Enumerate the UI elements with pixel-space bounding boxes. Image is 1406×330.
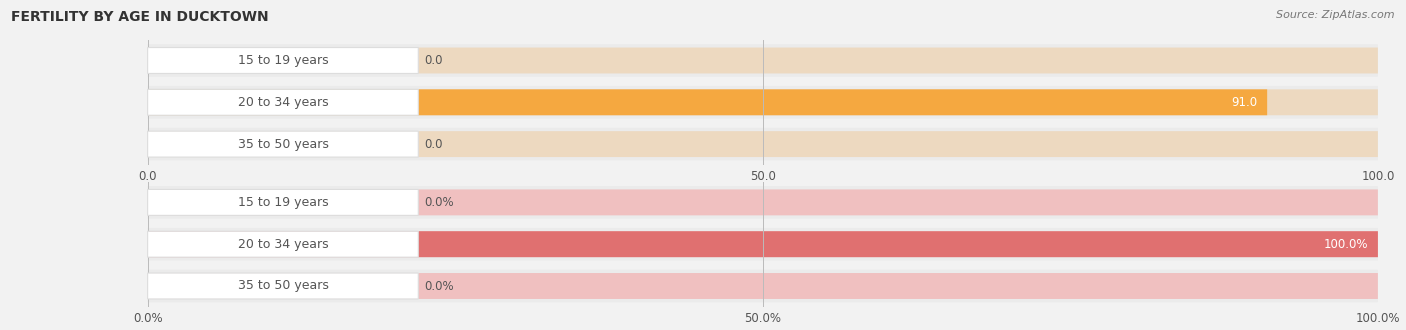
Text: 20 to 34 years: 20 to 34 years (238, 238, 328, 251)
FancyBboxPatch shape (148, 273, 419, 299)
Text: 35 to 50 years: 35 to 50 years (238, 138, 329, 150)
Text: 0.0: 0.0 (425, 54, 443, 67)
FancyBboxPatch shape (148, 228, 1378, 260)
Text: 0.0%: 0.0% (425, 280, 454, 292)
Text: 91.0: 91.0 (1232, 96, 1257, 109)
FancyBboxPatch shape (148, 44, 1378, 77)
Text: 15 to 19 years: 15 to 19 years (238, 54, 328, 67)
Text: FERTILITY BY AGE IN DUCKTOWN: FERTILITY BY AGE IN DUCKTOWN (11, 10, 269, 24)
FancyBboxPatch shape (148, 273, 1378, 299)
FancyBboxPatch shape (148, 131, 1378, 157)
FancyBboxPatch shape (148, 128, 1378, 160)
FancyBboxPatch shape (148, 89, 1378, 115)
FancyBboxPatch shape (148, 89, 419, 115)
FancyBboxPatch shape (148, 131, 419, 157)
FancyBboxPatch shape (148, 186, 1378, 219)
FancyBboxPatch shape (148, 270, 1378, 302)
FancyBboxPatch shape (148, 89, 1267, 115)
FancyBboxPatch shape (148, 231, 1378, 257)
FancyBboxPatch shape (148, 231, 1378, 257)
FancyBboxPatch shape (148, 231, 419, 257)
Text: Source: ZipAtlas.com: Source: ZipAtlas.com (1277, 10, 1395, 20)
FancyBboxPatch shape (148, 48, 1378, 74)
Text: 35 to 50 years: 35 to 50 years (238, 280, 329, 292)
FancyBboxPatch shape (148, 86, 1378, 118)
Text: 15 to 19 years: 15 to 19 years (238, 196, 328, 209)
Text: 0.0%: 0.0% (425, 196, 454, 209)
FancyBboxPatch shape (148, 48, 419, 74)
Text: 0.0: 0.0 (425, 138, 443, 150)
FancyBboxPatch shape (148, 189, 419, 215)
Text: 20 to 34 years: 20 to 34 years (238, 96, 328, 109)
FancyBboxPatch shape (148, 189, 1378, 215)
Text: 100.0%: 100.0% (1323, 238, 1368, 251)
